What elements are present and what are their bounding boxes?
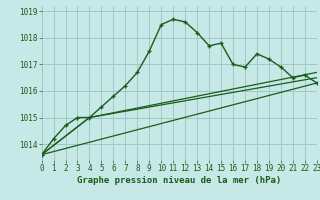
X-axis label: Graphe pression niveau de la mer (hPa): Graphe pression niveau de la mer (hPa): [77, 176, 281, 185]
